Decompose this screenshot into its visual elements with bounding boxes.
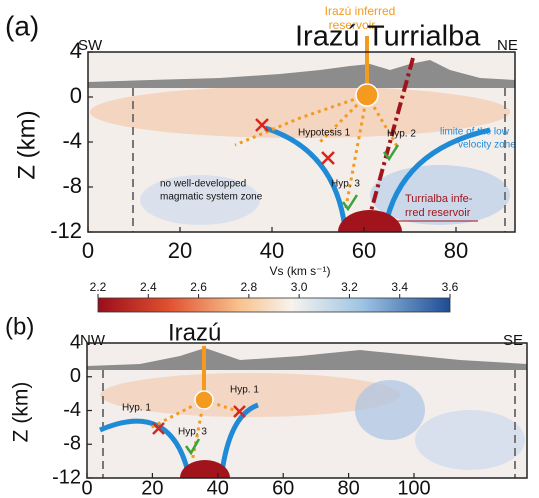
y-tick-label: -4: [63, 399, 81, 421]
accepted-marks: [341, 144, 400, 212]
x-tick-label: 60: [352, 238, 376, 263]
panel-label: (b): [5, 313, 34, 340]
annotation: Hyp. 1: [230, 385, 259, 396]
low-velocity-limit: [219, 402, 259, 473]
colorbar: Vs (km s⁻¹): [97, 264, 451, 313]
annotation: reservoir: [329, 18, 376, 32]
y-tick-label: 0: [70, 365, 81, 387]
irazu-reservoir: [194, 390, 214, 410]
rejected-marks: [255, 118, 335, 165]
panel-b: Hyp. 1 Hyp. 1 Hyp. 3 (b) NW SE Irazú Z (…: [5, 313, 528, 479]
panel-label: (a): [5, 10, 39, 41]
y-tick-label: -12: [52, 466, 81, 488]
annotation: Hyp. 3: [331, 179, 360, 190]
colorbar-tick-label: 2.6: [190, 280, 207, 294]
x-tick-label: 0: [82, 238, 94, 263]
panel-title: Irazú: [168, 319, 221, 346]
annotation: magmatic system zone: [160, 192, 263, 203]
x-tick-label: 80: [444, 238, 468, 263]
velocity-anomaly: [355, 380, 425, 440]
annotation: Hyp. 1: [122, 403, 151, 414]
irazu-reservoir: [355, 83, 379, 107]
x-tick-label: 40: [207, 477, 229, 498]
y-tick-label: -12: [50, 218, 82, 243]
annotation: Hyp. 3: [178, 427, 207, 438]
y-tick-label: -4: [62, 128, 82, 153]
x-tick-label: 100: [397, 477, 430, 498]
x-tick-label: 20: [141, 477, 163, 498]
x-tick-label: 60: [272, 477, 294, 498]
annotation: rred reservoir: [405, 207, 471, 219]
low-velocity-limit: [264, 125, 348, 229]
low-velocity-limit: [382, 127, 491, 229]
annotation: Turrialba infe-: [405, 193, 473, 205]
colorbar-tick-label: 3.4: [391, 280, 408, 294]
annotation: Irazú inferred: [325, 4, 396, 18]
annotation: limite of the low: [440, 127, 510, 138]
y-axis-label: Z (km): [10, 382, 33, 443]
colorbar-tick-label: 3.0: [291, 280, 308, 294]
colorbar-tick-label: 3.6: [442, 280, 459, 294]
annotation: Hyp. 2: [387, 129, 416, 140]
y-tick-label: -8: [63, 433, 81, 455]
x-tick-label: 0: [81, 477, 92, 498]
annotation: no well-developped: [160, 179, 246, 190]
x-tick-label: 20: [168, 238, 192, 263]
y-tick-label: 0: [70, 83, 82, 108]
colorbar-tick-label: 3.2: [341, 280, 358, 294]
turrialba-conduit: [368, 57, 415, 216]
velocity-anomaly: [100, 373, 400, 417]
colorbar-tick-label: 2.4: [140, 280, 157, 294]
colorbar-tick-label: 2.8: [241, 280, 258, 294]
y-tick-label: 4: [70, 38, 82, 63]
panel-a: Irazú inferred reservoir Hypotesis 1 Hyp…: [5, 4, 518, 233]
colorbar-scale: [97, 297, 451, 313]
direction: NW: [80, 332, 106, 349]
panel-title: Irazú Turrialba: [295, 21, 481, 53]
direction: SW: [78, 37, 103, 54]
annotation: velocity zone: [458, 140, 516, 151]
x-tick-label: 40: [260, 238, 284, 263]
colorbar-tick-label: 2.2: [90, 280, 107, 294]
annotation: Hypotesis 1: [298, 128, 351, 139]
y-tick-label: -8: [62, 173, 82, 198]
colorbar-label: Vs (km s⁻¹): [270, 264, 331, 278]
y-axis-label: Z (km): [13, 110, 40, 179]
turrialba-reservoir: [338, 210, 402, 232]
rejected-marks: [152, 405, 246, 435]
topography: [87, 348, 527, 370]
hypothesis-paths: [149, 398, 241, 463]
velocity-anomaly: [90, 86, 510, 138]
direction: NE: [497, 37, 518, 54]
accepted-mark: [184, 438, 201, 456]
velocity-anomaly: [140, 175, 260, 225]
direction: SE: [503, 332, 523, 349]
hypothesis-paths: [234, 93, 400, 213]
y-tick-label: 4: [70, 331, 81, 353]
velocity-anomaly: [415, 410, 525, 470]
x-tick-label: 80: [337, 477, 359, 498]
